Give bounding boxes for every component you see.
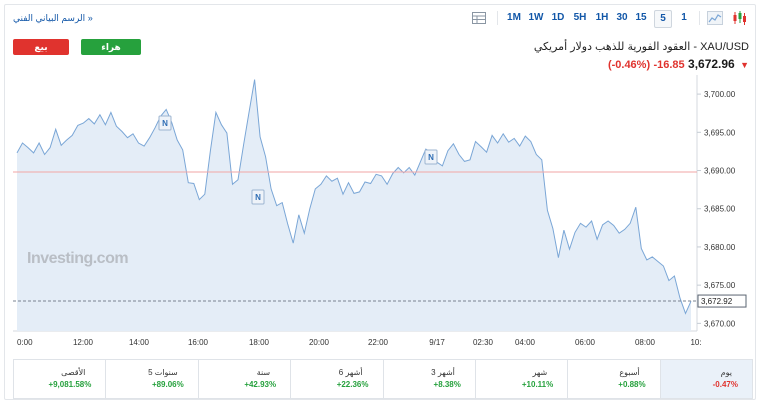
price-line: [16, 79, 692, 315]
sell-button[interactable]: بيع: [13, 39, 69, 55]
performance-period-label: 6 أشهر: [338, 368, 363, 377]
timeframe-5H[interactable]: 5H: [573, 12, 587, 23]
performance-cell[interactable]: أسبوع +0.88%: [568, 360, 661, 398]
performance-period-label: الأقصى: [61, 368, 86, 377]
performance-value: +8.38%: [433, 380, 461, 389]
news-marker-label: N: [255, 193, 261, 202]
performance-value: +89.06%: [151, 380, 184, 389]
x-tick-label: 0:00: [17, 338, 33, 347]
news-marker-box: [251, 189, 265, 205]
change-value: -16.85: [653, 59, 685, 71]
x-tick-label: 14:00: [129, 338, 150, 347]
timeframe-1H[interactable]: 1H: [595, 12, 609, 23]
performance-period-label: شهر: [532, 368, 548, 377]
x-tick-label: 22:00: [368, 338, 389, 347]
timeframe-1[interactable]: 1: [681, 12, 687, 23]
performance-cell[interactable]: سنة +42.93%: [199, 360, 292, 398]
last-price: 3,672.96: [688, 57, 735, 71]
performance-cell[interactable]: 5 سنوات +89.06%: [106, 360, 199, 398]
y-tick-label: 3,685.00: [704, 205, 736, 214]
timeframe-1M[interactable]: 1M: [507, 12, 521, 23]
performance-period-label: 5 سنوات: [148, 368, 178, 377]
y-tick-label: 3,695.00: [704, 128, 736, 137]
performance-cell[interactable]: شهر +10.11%: [476, 360, 569, 398]
performance-value: +0.88%: [618, 380, 646, 389]
performance-value: +22.36%: [336, 380, 369, 389]
x-tick-label: 18:00: [249, 338, 270, 347]
performance-value: +9,081.58%: [48, 380, 92, 389]
change-percent: (-0.46%): [607, 59, 651, 71]
investing-watermark: Investing.com: [27, 250, 128, 267]
performance-cell[interactable]: الأقصى +9,081.58%: [14, 360, 107, 398]
news-marker-box: [424, 149, 438, 165]
performance-value: -0.47%: [712, 380, 738, 389]
price-row: (-0.46%) -16.85 3,672.96 ▼: [608, 57, 749, 71]
price-chart[interactable]: 3,700.00 3,695.00 3,690.00 3,685.00 3,680.00…: [13, 75, 753, 355]
x-tick-label: 9/17: [429, 338, 445, 347]
chart-toolbar: الرسم البياني الفني » 1M 1W 1D 5H 1H 30 …: [5, 5, 755, 31]
performance-table: الأقصى +9,081.58% 5 سنوات +89.06% سنة +42.93%…: [13, 359, 753, 399]
performance-period-label: يوم: [720, 368, 732, 377]
chart-widget: الرسم البياني الفني » 1M 1W 1D 5H 1H 30 …: [4, 4, 756, 400]
performance-value: +10.11%: [521, 380, 554, 389]
x-tick-label: 06:00: [575, 338, 596, 347]
x-tick-label: 08:00: [635, 338, 656, 347]
performance-cell[interactable]: 6 أشهر +22.36%: [291, 360, 384, 398]
timeframe-15[interactable]: 15: [635, 12, 647, 23]
table-icon[interactable]: [471, 10, 487, 26]
performance-period-label: أسبوع: [619, 368, 640, 377]
y-tick-label: 3,675.00: [704, 281, 736, 290]
timeframe-1W[interactable]: 1W: [528, 12, 544, 23]
news-marker-label: N: [162, 119, 168, 128]
area-chart-icon[interactable]: [707, 10, 723, 26]
x-tick-label: 04:00: [515, 338, 536, 347]
technical-chart-link[interactable]: الرسم البياني الفني »: [13, 13, 93, 23]
last-price-label: 3,672.92: [701, 297, 733, 306]
performance-value: +42.93%: [244, 380, 277, 389]
timeframe-30[interactable]: 30: [616, 12, 628, 23]
performance-period-label: سنة: [256, 368, 271, 377]
down-arrow-icon: ▼: [740, 60, 749, 70]
x-tick-label: 16:00: [188, 338, 209, 347]
price-area: [17, 79, 691, 331]
last-price-box: [697, 294, 747, 308]
y-tick-label: 3,690.00: [704, 167, 736, 176]
candlestick-icon[interactable]: [731, 10, 747, 26]
timeframe-1D[interactable]: 1D: [551, 12, 565, 23]
news-marker-box: [158, 115, 172, 131]
y-tick-label: 3,700.00: [704, 90, 736, 99]
news-marker-label: N: [428, 153, 434, 162]
x-tick-label: 20:00: [309, 338, 330, 347]
y-tick-label: 3,670.00: [704, 319, 736, 328]
x-tick-label: 02:30: [473, 338, 494, 347]
performance-period-label: 3 أشهر: [431, 368, 455, 377]
price-chart-svg[interactable]: 3,700.00 3,695.00 3,690.00 3,685.00 3,680.00…: [13, 75, 753, 355]
performance-cell[interactable]: 3 أشهر +8.38%: [384, 360, 476, 398]
x-tick-label: 12:00: [73, 338, 94, 347]
timeframe-5[interactable]: 5: [654, 10, 672, 28]
performance-cell[interactable]: يوم -0.47%: [660, 360, 752, 398]
y-tick-label: 3,680.00: [704, 243, 736, 252]
x-tick-label: 10:: [690, 338, 701, 347]
buy-button[interactable]: هراء: [81, 39, 141, 55]
instrument-name: XAU/USD - العقود الفورية للذهب دولار أمر…: [533, 41, 749, 53]
